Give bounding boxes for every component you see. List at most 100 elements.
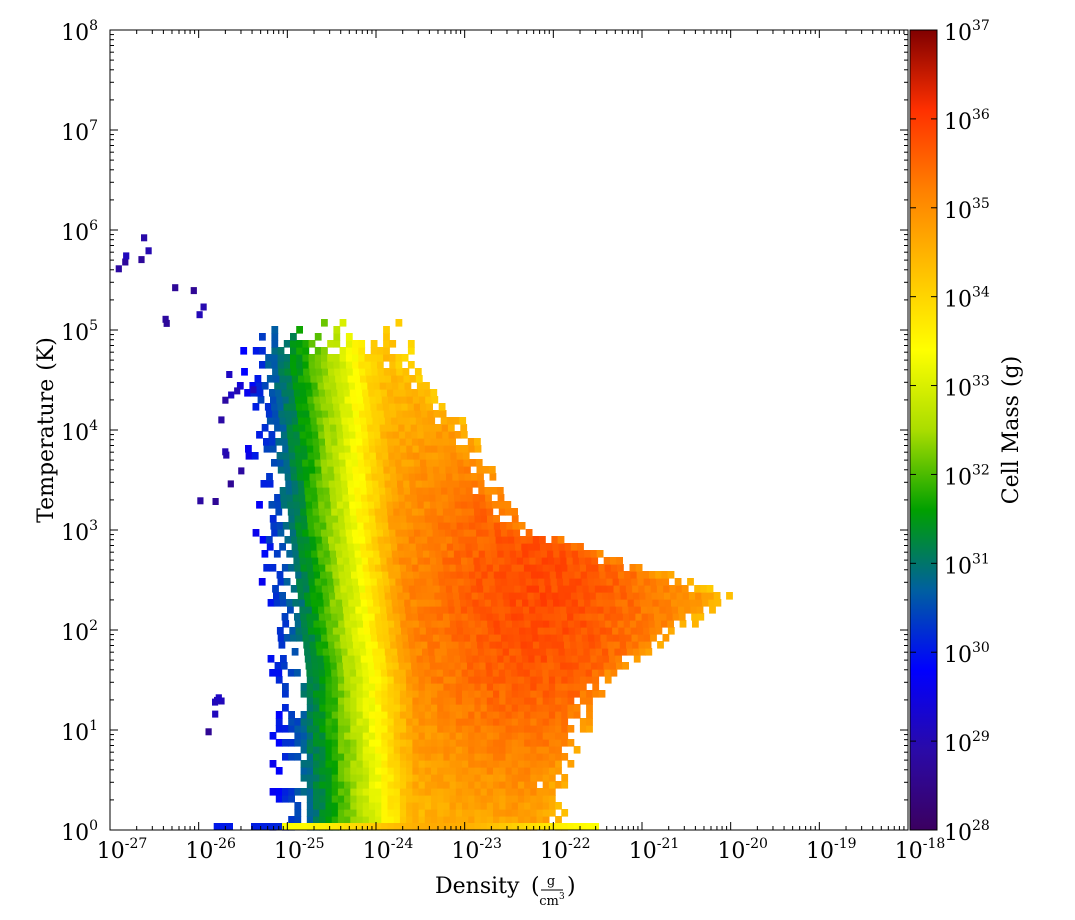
heatmap-cell bbox=[318, 557, 325, 565]
heatmap-cell bbox=[308, 361, 316, 369]
heatmap-cell bbox=[296, 529, 303, 537]
heatmap-cell bbox=[480, 732, 488, 740]
heatmap-cell bbox=[344, 711, 351, 719]
heatmap-cell bbox=[499, 816, 506, 824]
heatmap-cell bbox=[695, 599, 703, 607]
heatmap-cell bbox=[420, 466, 428, 474]
heatmap-cell bbox=[406, 760, 413, 768]
heatmap-cell bbox=[541, 662, 549, 670]
heatmap-cell bbox=[522, 662, 530, 670]
heatmap-cell bbox=[318, 431, 325, 439]
heatmap-cell bbox=[383, 536, 391, 544]
heatmap-cell bbox=[531, 571, 538, 579]
heatmap-cell bbox=[472, 599, 480, 607]
heatmap-cell bbox=[325, 746, 333, 754]
heatmap-cell bbox=[633, 599, 641, 607]
heatmap-cell bbox=[336, 382, 343, 390]
heatmap-cell bbox=[321, 634, 328, 642]
heatmap-cell bbox=[275, 795, 283, 803]
heatmap-cell bbox=[494, 634, 502, 642]
heatmap-cell bbox=[401, 578, 409, 586]
heatmap-cell bbox=[424, 767, 432, 775]
heatmap-cell bbox=[412, 725, 420, 733]
colorbar bbox=[909, 29, 938, 831]
heatmap-cell bbox=[395, 403, 402, 411]
heatmap-cell bbox=[591, 613, 599, 621]
heatmap-cell bbox=[318, 438, 326, 446]
heatmap-cell bbox=[424, 809, 432, 817]
heatmap-cell bbox=[525, 627, 532, 635]
heatmap-cell bbox=[486, 613, 494, 621]
heatmap-cell bbox=[325, 739, 333, 747]
heatmap-cell bbox=[384, 473, 391, 481]
heatmap-cell bbox=[275, 669, 283, 677]
heatmap-cell bbox=[381, 788, 389, 796]
heatmap-cell bbox=[499, 683, 506, 691]
heatmap-cell bbox=[363, 522, 371, 530]
heatmap-cell bbox=[474, 564, 482, 572]
heatmap-cell bbox=[355, 606, 363, 614]
heatmap-cell bbox=[309, 368, 317, 376]
heatmap-cell bbox=[517, 739, 525, 747]
heatmap-cell bbox=[442, 557, 450, 565]
heatmap-cell bbox=[388, 459, 396, 467]
heatmap-cell bbox=[437, 571, 445, 579]
heatmap-cell bbox=[449, 760, 457, 768]
heatmap-cell bbox=[570, 585, 577, 593]
heatmap-cell bbox=[435, 424, 443, 432]
heatmap-cell bbox=[521, 592, 529, 600]
heatmap-cell bbox=[319, 760, 327, 768]
heatmap-cell bbox=[367, 431, 375, 439]
heatmap-cell bbox=[387, 774, 395, 782]
heatmap-cell bbox=[463, 529, 471, 537]
heatmap-cell bbox=[319, 725, 327, 733]
heatmap-cell bbox=[449, 809, 457, 817]
heatmap-cell bbox=[539, 641, 546, 649]
heatmap-cell bbox=[290, 634, 297, 642]
heatmap-cell bbox=[500, 571, 507, 579]
heatmap-cell bbox=[344, 704, 351, 712]
heatmap-cell bbox=[480, 704, 488, 712]
heatmap-cell bbox=[480, 725, 488, 733]
heatmap-cell bbox=[320, 529, 328, 537]
heatmap-cell bbox=[536, 690, 544, 698]
heatmap-cell bbox=[327, 354, 334, 362]
heatmap-cell bbox=[320, 459, 328, 467]
heatmap-cell bbox=[348, 382, 356, 390]
heatmap-cell bbox=[298, 375, 305, 383]
heatmap-cell bbox=[674, 578, 682, 586]
heatmap-cell bbox=[622, 606, 629, 614]
heatmap-cell bbox=[406, 620, 414, 628]
heatmap-cell bbox=[313, 767, 320, 775]
heatmap-cell bbox=[567, 683, 575, 691]
heatmap-cell bbox=[467, 508, 475, 516]
heatmap-cell bbox=[397, 543, 404, 551]
heatmap-cell bbox=[475, 459, 483, 467]
heatmap-cell bbox=[342, 494, 350, 502]
heatmap-cell bbox=[308, 466, 316, 474]
heatmap-cell bbox=[555, 690, 562, 698]
heatmap-cell bbox=[277, 361, 285, 369]
heatmap-cell bbox=[339, 403, 347, 411]
heatmap-cell-floor bbox=[468, 823, 475, 830]
heatmap-cell bbox=[552, 592, 560, 600]
heatmap-cell bbox=[423, 606, 431, 614]
heatmap-cell bbox=[264, 403, 272, 411]
heatmap-cell bbox=[288, 816, 295, 824]
heatmap-cell bbox=[407, 347, 415, 355]
heatmap-cell bbox=[532, 585, 540, 593]
heatmap-cell bbox=[493, 781, 500, 789]
heatmap-cell bbox=[503, 550, 511, 558]
heatmap-cell bbox=[449, 445, 457, 453]
heatmap-cell bbox=[275, 711, 283, 719]
heatmap-cell bbox=[607, 641, 615, 649]
heatmap-cell bbox=[586, 620, 594, 628]
heatmap-cell bbox=[308, 529, 316, 537]
heatmap-cell bbox=[530, 718, 538, 726]
heatmap-cell bbox=[406, 445, 414, 453]
heatmap-cell bbox=[499, 690, 506, 698]
heatmap-cell bbox=[499, 753, 506, 761]
heatmap-cell bbox=[480, 718, 488, 726]
heatmap-cell bbox=[323, 655, 331, 663]
heatmap-cell bbox=[431, 809, 438, 817]
